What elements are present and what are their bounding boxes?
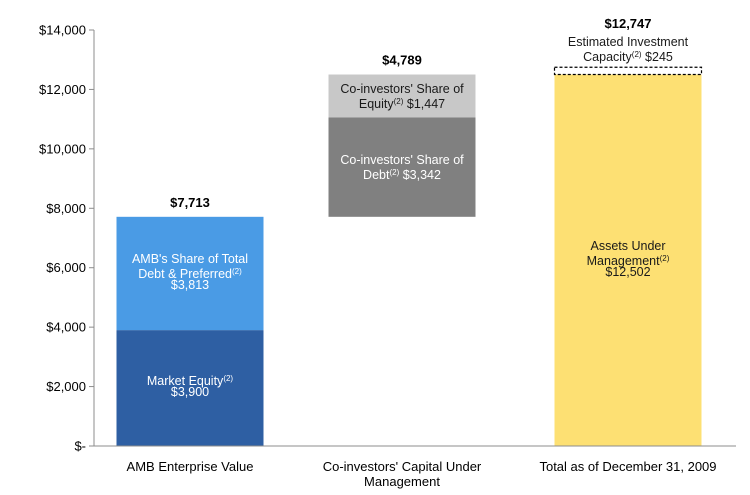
segment-label-estimated-investment-capacity: Estimated Investment Capacity(2) $245 — [568, 35, 689, 64]
y-tick-label: $14,000 — [39, 23, 86, 38]
bar-segment-amb-s-share-of-total-debt-preferred — [116, 216, 264, 331]
x-category-label: Co-investors' Capital Under Management — [323, 459, 482, 489]
segment-label-market-equity: Market Equity(2) $3,900 — [147, 374, 234, 399]
bar-total-label: $7,713 — [170, 195, 210, 210]
x-category-label: Total as of December 31, 2009 — [539, 459, 716, 474]
y-tick-label: $10,000 — [39, 141, 86, 156]
bar-total-label: $4,789 — [382, 53, 422, 68]
segment-label-co-investors-share-of-equity: Co-investors' Share of Equity(2) $1,447 — [340, 82, 464, 111]
bar-segment-co-investors-share-of-equity — [328, 74, 476, 118]
y-tick-label: $12,000 — [39, 82, 86, 97]
bar-total-label: $12,747 — [605, 16, 652, 31]
y-tick-label: $6,000 — [46, 260, 86, 275]
bar-segment-estimated-investment-capacity — [553, 66, 703, 76]
segment-label-amb-s-share-of-total-debt-preferred: AMB's Share of Total Debt & Preferred(2) $… — [132, 252, 248, 292]
y-tick-label: $- — [74, 439, 86, 454]
segment-label-co-investors-share-of-debt: Co-investors' Share of Debt(2) $3,342 — [340, 153, 464, 182]
bar-segment-co-investors-share-of-debt — [328, 117, 476, 217]
bar-segment-market-equity — [116, 330, 264, 446]
y-tick-label: $2,000 — [46, 379, 86, 394]
x-category-label: AMB Enterprise Value — [127, 459, 254, 474]
segment-label-assets-under-management: Assets Under Management(2) $12,502 — [587, 239, 670, 279]
y-tick-label: $4,000 — [46, 320, 86, 335]
y-tick-label: $8,000 — [46, 201, 86, 216]
bar-segment-assets-under-management — [554, 74, 702, 447]
